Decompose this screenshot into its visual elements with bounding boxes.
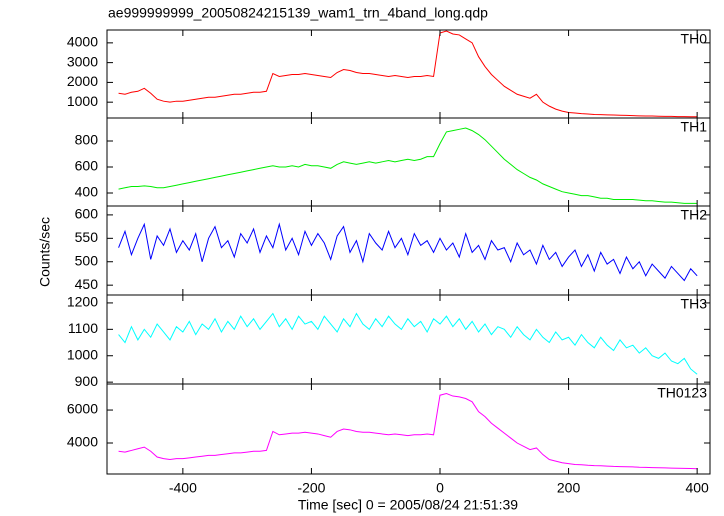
y-tick-label: 1200 xyxy=(67,294,98,310)
panel-frame xyxy=(106,383,711,475)
y-tick-label: 3000 xyxy=(67,53,98,69)
chart-title: ae999999999_20050824215139_wam1_trn_4ban… xyxy=(108,5,488,21)
light-curve xyxy=(118,222,698,282)
y-tick-label: 800 xyxy=(75,132,99,148)
x-tick-label: -200 xyxy=(297,480,325,496)
y-tick-label: 400 xyxy=(75,184,99,200)
y-axis-label: Counts/sec xyxy=(37,217,53,287)
panel-label: TH3 xyxy=(681,296,708,312)
y-tick-label: 600 xyxy=(75,158,99,174)
panel-frame xyxy=(106,29,711,119)
x-tick-label: 400 xyxy=(685,480,709,496)
light-curve xyxy=(118,312,698,375)
y-tick-label: 4000 xyxy=(67,34,98,50)
y-tick-label: 6000 xyxy=(67,401,98,417)
light-curve xyxy=(118,30,698,118)
x-tick-label: -400 xyxy=(169,480,197,496)
panel-frame xyxy=(106,294,711,385)
panel-frame xyxy=(106,205,711,296)
y-tick-label: 500 xyxy=(75,252,99,268)
x-tick-label: 200 xyxy=(557,480,581,496)
panel-frame xyxy=(106,117,711,207)
y-tick-label: 1000 xyxy=(67,93,98,109)
panel-label: TH2 xyxy=(681,207,708,223)
y-tick-label: 900 xyxy=(75,373,99,389)
panel-label: TH1 xyxy=(681,119,708,135)
x-tick-label: 0 xyxy=(436,480,444,496)
y-tick-label: 1100 xyxy=(68,320,98,336)
y-tick-label: 550 xyxy=(75,229,99,245)
light-curve xyxy=(118,127,698,204)
y-tick-label: 450 xyxy=(75,276,99,292)
panel-label: TH0 xyxy=(681,31,708,47)
light-curve xyxy=(118,393,698,470)
panel-label: TH0123 xyxy=(657,385,707,401)
y-tick-label: 4000 xyxy=(67,434,98,450)
y-tick-label: 2000 xyxy=(67,73,98,89)
x-axis-label: Time [sec] 0 = 2005/08/24 21:51:39 xyxy=(298,497,518,513)
y-tick-label: 600 xyxy=(75,206,99,222)
y-tick-label: 1000 xyxy=(67,346,98,362)
